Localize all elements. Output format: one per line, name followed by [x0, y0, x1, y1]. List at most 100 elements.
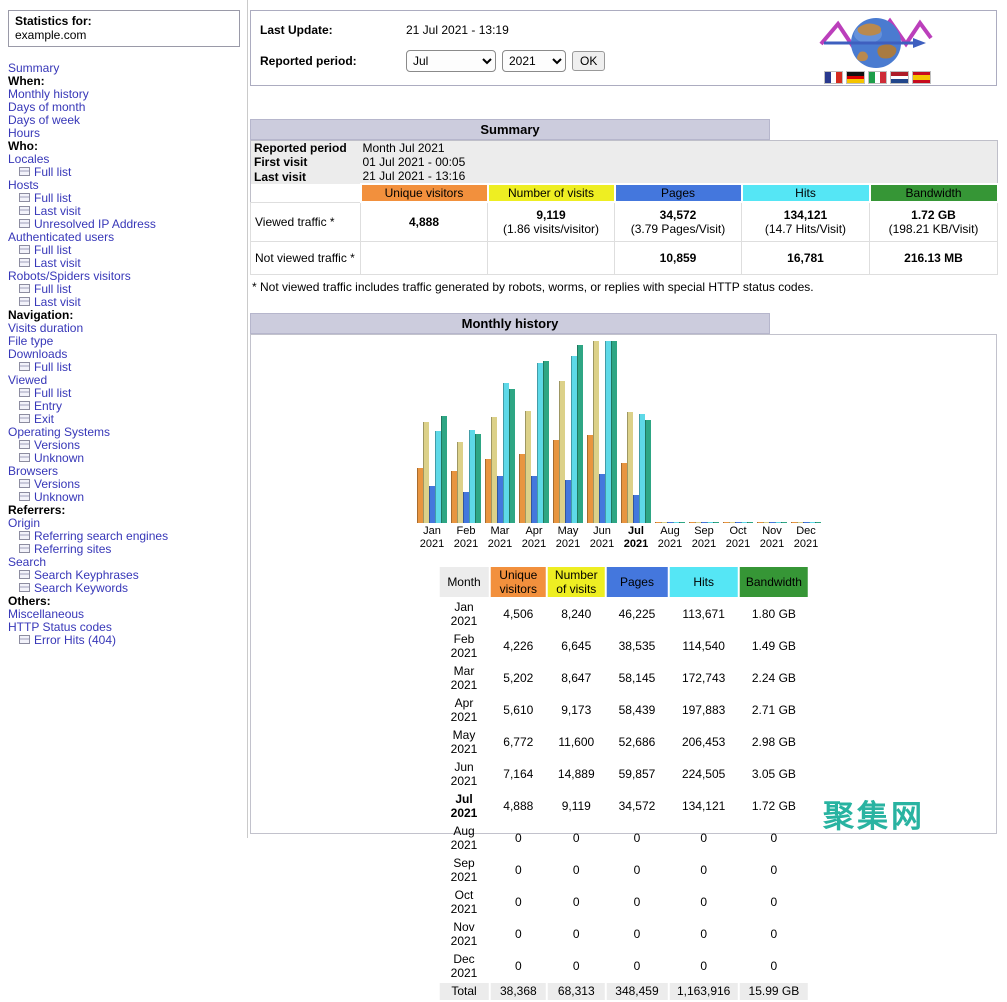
- sidebar-item-locales: Locales: [8, 153, 240, 166]
- sidebar-link-miscellaneous[interactable]: Miscellaneous: [8, 607, 85, 621]
- sidebar-link-full-list[interactable]: Full list: [34, 243, 72, 257]
- bar-hits-oct-2021: [741, 521, 747, 523]
- bar-pages-jul-2021: [633, 494, 639, 523]
- x-label-month: Dec: [796, 524, 816, 537]
- month-cell: Oct 2021: [450, 887, 478, 916]
- metric-cell: 0: [633, 862, 641, 877]
- sidebar-link-unresolved-ip-address[interactable]: Unresolved IP Address: [34, 217, 156, 231]
- sidebar-link-search-keywords[interactable]: Search Keywords: [34, 581, 129, 595]
- metric-value: 34,572: [659, 207, 697, 222]
- sidebar-link-operating-systems[interactable]: Operating Systems: [8, 425, 111, 439]
- sidebar-link-error-hits-404[interactable]: Error Hits (404): [34, 633, 117, 647]
- sidebar-link-days-of-week[interactable]: Days of week: [8, 113, 81, 127]
- sidebar-link-versions[interactable]: Versions: [34, 438, 81, 452]
- sidebar-link-last-visit[interactable]: Last visit: [34, 256, 81, 270]
- summary-section-title: Summary: [250, 119, 770, 140]
- sidebar-link-full-list[interactable]: Full list: [34, 191, 72, 205]
- bar-bandwidth-gb-mar-2021: [509, 388, 515, 523]
- sidebar-link-unknown[interactable]: Unknown: [34, 490, 85, 504]
- sidebar-item-exit: Exit: [8, 413, 240, 426]
- sidebar-link-locales[interactable]: Locales: [8, 152, 50, 166]
- flag-netherlands[interactable]: [891, 72, 908, 84]
- sidebar-link-viewed[interactable]: Viewed: [8, 373, 48, 387]
- flag-spain[interactable]: [913, 72, 930, 83]
- x-label-oct-2021: Oct 2021: [721, 525, 755, 551]
- column-header-number-of-visits: Number of visits: [486, 183, 616, 203]
- sidebar-link-visits-duration[interactable]: Visits duration: [8, 321, 84, 335]
- summary-info-row: First visit 01 Jul 2021 - 00:05: [250, 155, 998, 169]
- sidebar-link-last-visit[interactable]: Last visit: [34, 204, 81, 218]
- sidebar-link-search[interactable]: Search: [8, 555, 47, 569]
- sidebar-link-hours[interactable]: Hours: [8, 126, 41, 140]
- x-label-year: 2021: [521, 537, 547, 550]
- monthly-row-sep-2021: Sep 2021 0 0 0 0 0: [439, 855, 808, 885]
- sidebar-link-file-type[interactable]: File type: [8, 334, 54, 348]
- metric-ratio: (198.21 KB/Visit): [888, 221, 979, 236]
- sidebar-link-robots-spiders-visitors[interactable]: Robots/Spiders visitors: [8, 269, 131, 283]
- not-viewed-traffic-cell: [487, 240, 615, 275]
- metric-cell: 9,119: [561, 798, 591, 813]
- sidebar-item-full-list: Full list: [8, 244, 240, 257]
- month-cell: May 2021: [450, 727, 478, 756]
- sidebar-link-downloads[interactable]: Downloads: [8, 347, 68, 361]
- sidebar-link-entry[interactable]: Entry: [34, 399, 63, 413]
- sidebar-link-origin[interactable]: Origin: [8, 516, 41, 530]
- sidebar-link-monthly-history[interactable]: Monthly history: [8, 87, 89, 101]
- sidebar-link-browsers[interactable]: Browsers: [8, 464, 59, 478]
- sidebar-item-robots-spiders-visitors: Robots/Spiders visitors: [8, 270, 240, 283]
- metric-cell: 0: [572, 926, 580, 941]
- flag-italy[interactable]: [869, 72, 887, 83]
- sidebar-link-last-visit[interactable]: Last visit: [34, 295, 81, 309]
- sidebar-link-referring-sites[interactable]: Referring sites: [34, 542, 112, 556]
- sidebar-item-file-type: File type: [8, 335, 240, 348]
- sidebar-link-search-keyphrases[interactable]: Search Keyphrases: [34, 568, 139, 582]
- year-select[interactable]: 2021: [502, 50, 566, 72]
- sidebar-link-full-list[interactable]: Full list: [34, 282, 72, 296]
- sidebar-item-summary: Summary: [8, 62, 240, 75]
- sidebar-link-full-list[interactable]: Full list: [34, 386, 72, 400]
- flag-france[interactable]: [825, 72, 843, 83]
- sidebar-link-days-of-month[interactable]: Days of month: [8, 100, 86, 114]
- bar-bandwidth-gb-feb-2021: [475, 433, 481, 523]
- column-header-pages: Pages: [613, 183, 743, 203]
- flag-band: [847, 79, 864, 84]
- metric-cell: 0: [770, 894, 778, 909]
- sidebar-link-authenticated-users[interactable]: Authenticated users: [8, 230, 115, 244]
- ok-button[interactable]: OK: [572, 51, 606, 71]
- bar-unique-visitors-apr-2021: [519, 453, 525, 523]
- bar-bandwidth-gb-oct-2021: [747, 521, 753, 523]
- metric-cell: 11,600: [558, 734, 595, 749]
- x-label-month: Jun: [593, 524, 611, 537]
- last-update-label: Last Update:: [260, 23, 333, 37]
- sidebar-item-search: Search: [8, 556, 240, 569]
- metric-ratio: (14.7 Hits/Visit): [764, 221, 847, 236]
- sidebar-item-visits-duration: Visits duration: [8, 322, 240, 335]
- monthly-history-box: Jan 2021 Feb 2021 Mar 2021 Apr 2021 May 2021 Jun 20…: [250, 333, 997, 1000]
- sidebar-link-summary[interactable]: Summary: [8, 61, 60, 75]
- sidebar-link-full-list[interactable]: Full list: [34, 360, 72, 374]
- sidebar-link-exit[interactable]: Exit: [34, 412, 55, 426]
- month-select[interactable]: Jul: [406, 50, 496, 72]
- sidebar-item-referring-sites: Referring sites: [8, 543, 240, 556]
- metric-cell: 0: [514, 894, 522, 909]
- bar-hits-sep-2021: [707, 521, 713, 523]
- sidebar-link-hosts[interactable]: Hosts: [8, 178, 39, 192]
- sidebar-link-referring-search-engines[interactable]: Referring search engines: [34, 529, 169, 543]
- total-cell: 348,459: [606, 982, 668, 1000]
- bar-unique-visitors-feb-2021: [451, 470, 457, 523]
- flag-band: [913, 72, 930, 75]
- watermark: 聚集网: [823, 799, 925, 834]
- sidebar-link-full-list[interactable]: Full list: [34, 165, 72, 179]
- flag-germany[interactable]: [847, 72, 864, 84]
- flag-band: [830, 72, 837, 83]
- sidebar-link-http-status-codes[interactable]: HTTP Status codes: [8, 620, 112, 634]
- sidebar-link-versions[interactable]: Versions: [34, 477, 81, 491]
- monthly-row-mar-2021: Mar 2021 5,202 8,647 58,145 172,743 2.24 GB: [439, 663, 808, 693]
- flag-band: [891, 75, 908, 80]
- summary-info-label: First visit: [250, 155, 361, 169]
- bar-number-of-visits-dec-2021: [797, 521, 803, 523]
- sidebar-link-unknown[interactable]: Unknown: [34, 451, 85, 465]
- last-update-row: Last Update: 21 Jul 2021 - 13:19: [260, 23, 509, 37]
- summary-viewed-row: Viewed traffic * 4,888 9,119 (1.86 visits/v…: [250, 201, 998, 242]
- metric-value: 134,121: [783, 207, 828, 222]
